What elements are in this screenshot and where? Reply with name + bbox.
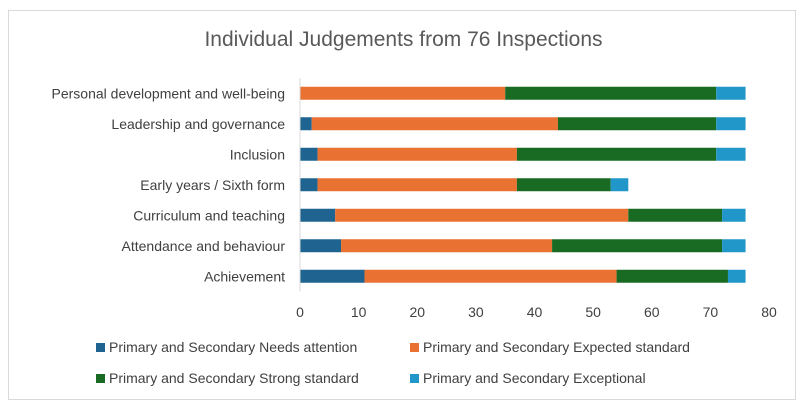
- bar-segment: [516, 147, 717, 161]
- bar-segment: [552, 239, 723, 253]
- chart-frame: [8, 10, 796, 400]
- bar-segment: [727, 269, 746, 283]
- bar-segment: [364, 269, 617, 283]
- bar-segment: [300, 86, 506, 100]
- legend-swatch: [410, 343, 419, 352]
- bar-segment: [317, 147, 517, 161]
- bar-segment: [335, 208, 629, 222]
- legend-entry: Primary and Secondary Needs attention: [109, 339, 357, 355]
- category-label: Personal development and well-being: [52, 85, 285, 101]
- category-label: Achievement: [204, 268, 285, 284]
- bar-segment: [722, 239, 746, 253]
- category-label: Attendance and behaviour: [122, 238, 286, 254]
- category-label: Early years / Sixth form: [140, 177, 285, 193]
- bar-segment: [716, 86, 746, 100]
- legend-entry: Primary and Secondary Strong standard: [109, 370, 359, 386]
- bar-segment: [300, 208, 336, 222]
- x-axis-ticks: 0 10 20 30 40 50 60 70 80: [296, 304, 777, 320]
- bar-segment: [300, 147, 318, 161]
- bar-segment: [311, 117, 558, 131]
- bar-segment: [628, 208, 723, 222]
- bar-segment: [722, 208, 746, 222]
- category-label: Curriculum and teaching: [133, 207, 285, 223]
- bar-segment: [716, 117, 746, 131]
- x-tick-label: 70: [703, 304, 719, 320]
- legend-swatch: [410, 374, 419, 383]
- category-label: Leadership and governance: [111, 116, 285, 132]
- bar-segment: [557, 117, 717, 131]
- x-tick-label: 60: [644, 304, 660, 320]
- chart-title: Individual Judgements from 76 Inspection…: [204, 28, 603, 51]
- x-tick-label: 20: [409, 304, 425, 320]
- legend-entry: Primary and Secondary Exceptional: [423, 370, 646, 386]
- bar-segment: [317, 178, 517, 192]
- legend-swatch: [96, 374, 105, 383]
- category-labels: Personal development and well-being Leade…: [52, 85, 286, 284]
- x-tick-label: 80: [761, 304, 777, 320]
- category-label: Inclusion: [230, 146, 285, 162]
- bar-segment: [516, 178, 611, 192]
- bar-segment: [610, 178, 629, 192]
- legend-entry: Primary and Secondary Expected standard: [423, 339, 690, 355]
- bar-segment: [300, 239, 342, 253]
- bars-group: [299, 78, 746, 292]
- bar-segment: [341, 239, 553, 253]
- bar-segment: [616, 269, 728, 283]
- bar-segment: [300, 178, 318, 192]
- x-tick-label: 50: [585, 304, 601, 320]
- x-tick-label: 30: [468, 304, 484, 320]
- legend-swatch: [96, 343, 105, 352]
- legend: Primary and Secondary Needs attention Pri…: [96, 339, 690, 386]
- bar-segment: [716, 147, 746, 161]
- bar-segment: [505, 86, 717, 100]
- x-tick-label: 10: [351, 304, 367, 320]
- x-tick-label: 0: [296, 304, 304, 320]
- bar-segment: [300, 117, 312, 131]
- bar-segment: [300, 269, 365, 283]
- x-tick-label: 40: [527, 304, 543, 320]
